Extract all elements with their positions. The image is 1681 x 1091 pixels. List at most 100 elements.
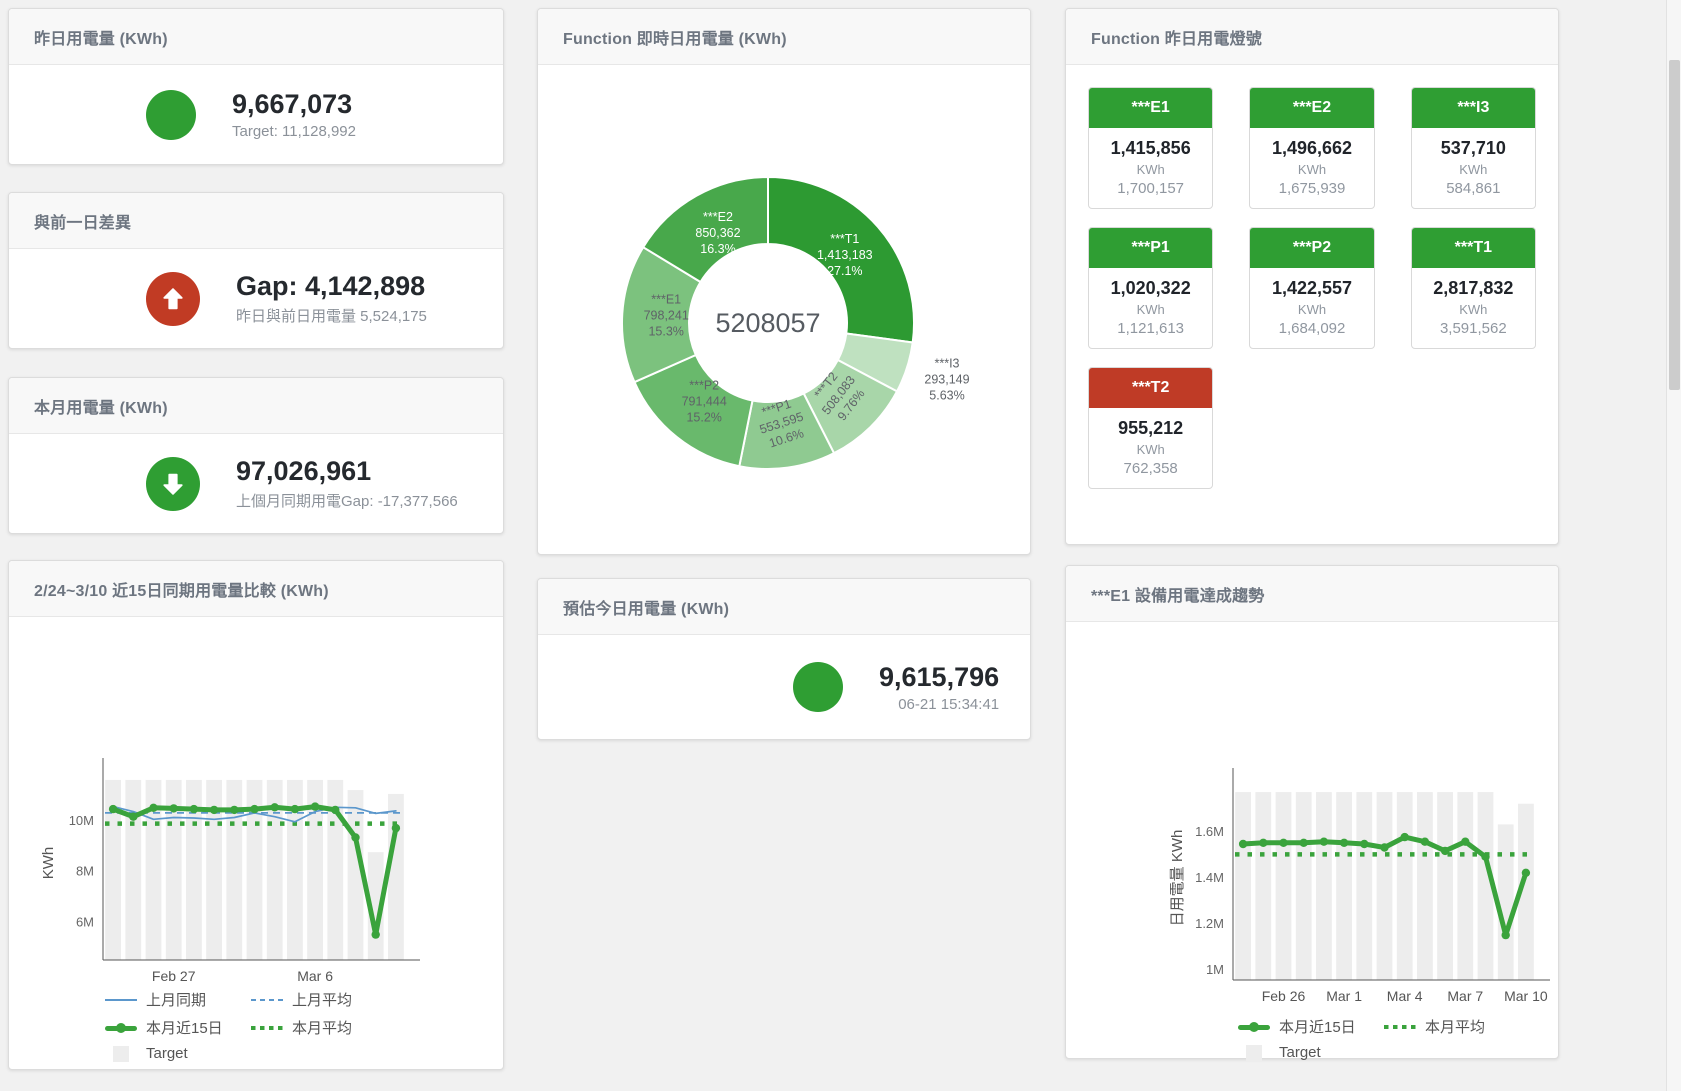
lamp-tile-name: ***I3	[1411, 88, 1535, 128]
card-yesterday-usage: 昨日用電量 (KWh) 9,667,073 Target: 11,128,992	[8, 8, 504, 165]
legend-item[interactable]: 本月平均	[251, 1017, 397, 1038]
kpi-timestamp: 06-21 15:34:41	[898, 695, 1000, 713]
legend-square-swatch-icon	[1238, 1044, 1270, 1061]
svg-text:10M: 10M	[69, 813, 94, 828]
lamp-tile-name: ***E1	[1089, 88, 1213, 128]
lamp-tile-target: 1,700,157	[1117, 180, 1185, 197]
svg-text:Feb 26: Feb 26	[1262, 988, 1306, 1004]
lamp-tile-target: 3,591,562	[1439, 320, 1507, 337]
kpi-value: 9,615,796	[879, 661, 1000, 692]
lamp-tile-target: 1,675,939	[1278, 180, 1346, 197]
card-gap-previous-day: 與前一日差異 Gap: 4,142,898 昨日與前日用電量 5,524,175	[8, 192, 504, 349]
lamp-tile-value: 2,817,832	[1433, 278, 1514, 298]
svg-text:Mar 10: Mar 10	[1504, 988, 1548, 1004]
legend-label: 上月同期	[146, 992, 207, 1009]
card-title: 2/24~3/10 近15日同期用電量比較 (KWh)	[34, 582, 329, 600]
chart-legend: 上月同期 上月平均 本月近15日 本月平均 Target	[105, 989, 405, 1062]
svg-text:Mar 6: Mar 6	[297, 968, 333, 984]
lamp-tile-value: 1,020,322	[1110, 278, 1191, 298]
lamp-tile-T1: ***T1 2,817,832 KWh 3,591,562	[1410, 227, 1536, 349]
card-title: 預估今日用電量 (KWh)	[563, 600, 730, 618]
card-header: Function 昨日用電燈號	[1066, 9, 1558, 65]
scrollbar-thumb[interactable]	[1669, 60, 1680, 390]
kpi-value: Gap: 4,142,898	[236, 271, 426, 301]
status-circle-icon	[146, 89, 196, 140]
legend-label: 本月平均	[292, 1020, 353, 1037]
card-header: 2/24~3/10 近15日同期用電量比較 (KWh)	[9, 561, 503, 617]
arrow-up-icon	[146, 271, 200, 326]
svg-text:6M: 6M	[76, 915, 94, 930]
legend-label: 本月平均	[1425, 1019, 1486, 1036]
lamp-tile-target: 584,861	[1446, 180, 1501, 197]
legend-dotted-swatch-icon	[1384, 1020, 1416, 1034]
svg-text:日用電量 KWh: 日用電量 KWh	[1169, 830, 1186, 927]
legend-item[interactable]: 上月平均	[251, 989, 397, 1010]
kpi-value: 9,667,073	[232, 89, 353, 119]
donut-slice-label: ***P2 791,444 15.2%	[682, 379, 727, 425]
card-estimated-today: 預估今日用電量 (KWh) 9,615,796 06-21 15:34:41	[537, 578, 1031, 740]
lamp-tile-value: 1,415,856	[1110, 138, 1191, 158]
legend-item[interactable]: 本月近15日	[1238, 1016, 1384, 1037]
vertical-scrollbar[interactable]	[1666, 0, 1681, 1091]
lamp-tile-P2: ***P2 1,422,557 KWh 1,684,092	[1249, 227, 1375, 349]
legend-dotted-swatch-icon	[251, 1021, 283, 1035]
lamp-tile-target: 1,684,092	[1278, 320, 1346, 337]
kpi-value: 97,026,961	[236, 456, 372, 486]
lamp-tile-unit: KWh	[1136, 302, 1165, 317]
card-e1-trend: ***E1 設備用電達成趨勢 1M 1.2M 1.4M 1.6M Feb 26 Mar 1…	[1065, 565, 1559, 1061]
lamp-tile-grid: ***E1 1,415,856 KWh 1,700,157 ***E2 1,49…	[1066, 65, 1558, 511]
svg-text:KWh: KWh	[40, 847, 57, 880]
legend-line-swatch-icon	[105, 993, 137, 1007]
status-circle-icon	[793, 662, 843, 712]
legend-square-swatch-icon	[105, 1045, 137, 1062]
legend-item[interactable]: 本月平均	[1384, 1016, 1530, 1037]
svg-text:1M: 1M	[1206, 962, 1224, 977]
donut-slice-label: ***E1 798,241 15.3%	[644, 292, 689, 338]
lamp-tile-name: ***T2	[1089, 368, 1213, 408]
lamp-tile-target: 1,121,613	[1117, 320, 1185, 337]
donut-slice-label: ***T1 1,413,183 27.1%	[817, 232, 873, 278]
arrow-down-icon	[146, 456, 200, 511]
card-15day-comparison: 2/24~3/10 近15日同期用電量比較 (KWh) 6M 8M 10M Feb 2…	[8, 560, 504, 1070]
legend-label: Target	[1279, 1044, 1321, 1061]
legend-item[interactable]: 本月近15日	[105, 1017, 251, 1038]
donut-center-total: 5208057	[715, 308, 820, 338]
svg-text:Feb 27: Feb 27	[152, 968, 196, 984]
donut-slice-label: ***I3 293,149 5.63%	[924, 357, 969, 403]
legend-item[interactable]: 上月同期	[105, 989, 251, 1010]
legend-label: 上月平均	[292, 992, 353, 1009]
donut-slice-T1	[767, 175, 916, 344]
lamp-tile-value: 955,212	[1118, 418, 1184, 438]
lamp-tile-unit: KWh	[1297, 302, 1327, 317]
card-realtime-usage-donut: Function 即時日用電量 (KWh) ***T1 1,413,183 27.1…	[537, 8, 1031, 555]
svg-text:Mar 4: Mar 4	[1387, 988, 1423, 1004]
card-title: 與前一日差異	[34, 214, 132, 232]
lamp-tile-P1: ***P1 1,020,322 KWh 1,121,613	[1088, 227, 1214, 349]
card-header: ***E1 設備用電達成趨勢	[1066, 566, 1558, 622]
lamp-tile-name: ***E2	[1250, 88, 1374, 128]
card-title: Function 即時日用電量 (KWh)	[563, 30, 787, 48]
lamp-tile-value: 1,422,557	[1271, 278, 1353, 298]
lamp-tile-target: 762,358	[1123, 460, 1178, 477]
legend-label: Target	[146, 1045, 188, 1062]
lamp-tile-E1: ***E1 1,415,856 KWh 1,700,157	[1088, 87, 1214, 209]
legend-item[interactable]: Target	[105, 1045, 251, 1062]
lamp-tile-unit: KWh	[1459, 302, 1488, 317]
realtime-donut-chart: ***T1 1,413,183 27.1% ***I3 293,149 5.63% ***T…	[538, 65, 1030, 555]
lamp-tile-name: ***T1	[1411, 228, 1535, 268]
legend-dashed-swatch-icon	[251, 993, 283, 1007]
lamp-tile-unit: KWh	[1136, 442, 1165, 457]
donut-slice-label: ***E2 850,362 16.3%	[695, 210, 740, 256]
card-header: 與前一日差異	[9, 193, 503, 249]
card-header: 本月用電量 (KWh)	[9, 378, 503, 434]
comparison-line-chart: 6M 8M 10M Feb 27 Mar 6 KWh	[9, 617, 501, 1002]
lamp-tile-name: ***P2	[1250, 228, 1374, 268]
lamp-tile-name: ***P1	[1089, 228, 1213, 268]
legend-thick-swatch-icon	[1238, 1020, 1270, 1034]
legend-item[interactable]: Target	[1238, 1044, 1384, 1061]
donut-slice-E2	[641, 175, 769, 284]
svg-text:Mar 7: Mar 7	[1447, 988, 1483, 1004]
svg-text:Mar 1: Mar 1	[1326, 988, 1362, 1004]
kpi-subtext: 昨日與前日用電量 5,524,175	[236, 308, 427, 325]
legend-label: 本月近15日	[146, 1020, 223, 1037]
